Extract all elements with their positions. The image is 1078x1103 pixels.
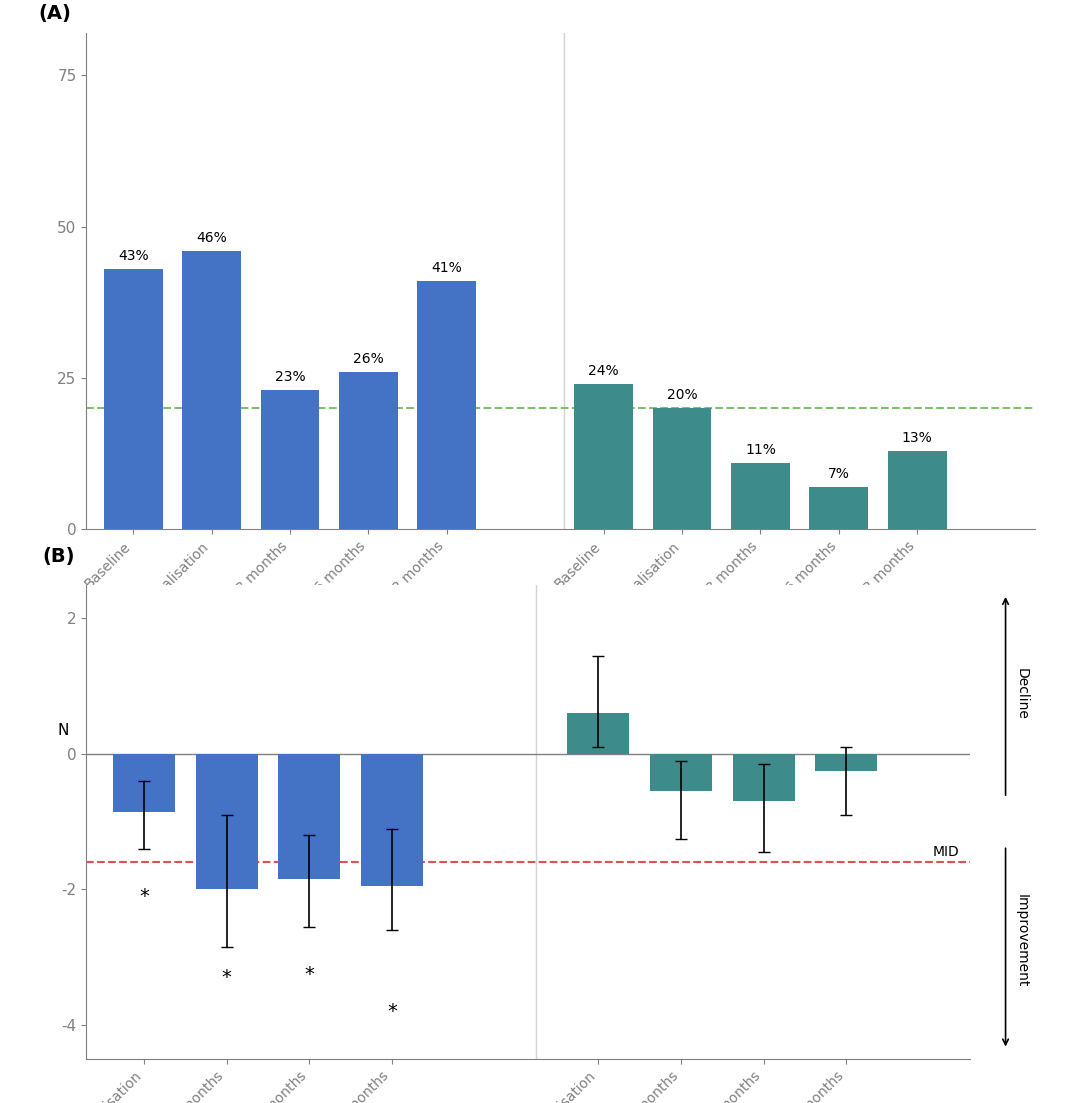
Text: 11%: 11%	[745, 442, 776, 457]
Text: MID: MID	[934, 845, 959, 859]
Bar	[182, 251, 241, 529]
Bar	[278, 754, 341, 879]
Text: 27: 27	[359, 724, 378, 738]
Text: 15: 15	[908, 724, 927, 738]
Text: Anxiety: Anxiety	[259, 663, 321, 681]
Text: 20%: 20%	[667, 388, 697, 403]
Bar	[196, 754, 258, 889]
Text: 41: 41	[202, 724, 221, 738]
Text: Decline: Decline	[1014, 667, 1028, 719]
Text: (A): (A)	[39, 4, 71, 23]
Text: 46%: 46%	[196, 231, 227, 245]
Text: *: *	[387, 1002, 397, 1021]
Bar	[340, 372, 398, 529]
Text: 37: 37	[750, 724, 770, 738]
Bar	[888, 451, 946, 529]
Text: 39: 39	[280, 724, 300, 738]
Text: 24%: 24%	[589, 364, 619, 378]
Bar	[417, 281, 476, 529]
Text: 41%: 41%	[431, 261, 462, 276]
Bar	[733, 754, 794, 802]
Text: 26%: 26%	[354, 352, 384, 366]
Text: N: N	[57, 724, 68, 738]
Bar	[113, 754, 175, 812]
Text: Improvement: Improvement	[1014, 893, 1028, 987]
Bar	[652, 408, 711, 529]
Text: 13%: 13%	[902, 430, 932, 445]
Text: *: *	[222, 968, 232, 987]
Text: 27: 27	[829, 724, 848, 738]
Text: 43%: 43%	[118, 249, 149, 264]
Bar	[567, 714, 630, 754]
Text: 41: 41	[673, 724, 692, 738]
Text: *: *	[139, 887, 149, 906]
Text: 7%: 7%	[828, 467, 849, 481]
Text: 49: 49	[594, 724, 613, 738]
Text: (B): (B)	[42, 547, 74, 566]
Bar	[261, 390, 319, 529]
Bar	[650, 754, 713, 791]
Bar	[731, 463, 790, 529]
Bar	[815, 754, 877, 771]
Text: 51: 51	[124, 724, 143, 738]
Text: Depression: Depression	[714, 663, 807, 681]
Bar	[810, 488, 868, 529]
Bar	[361, 754, 423, 886]
Text: 17: 17	[438, 724, 456, 738]
Bar	[575, 384, 633, 529]
Text: *: *	[304, 965, 314, 984]
Bar	[103, 269, 163, 529]
Text: 23%: 23%	[275, 371, 305, 384]
